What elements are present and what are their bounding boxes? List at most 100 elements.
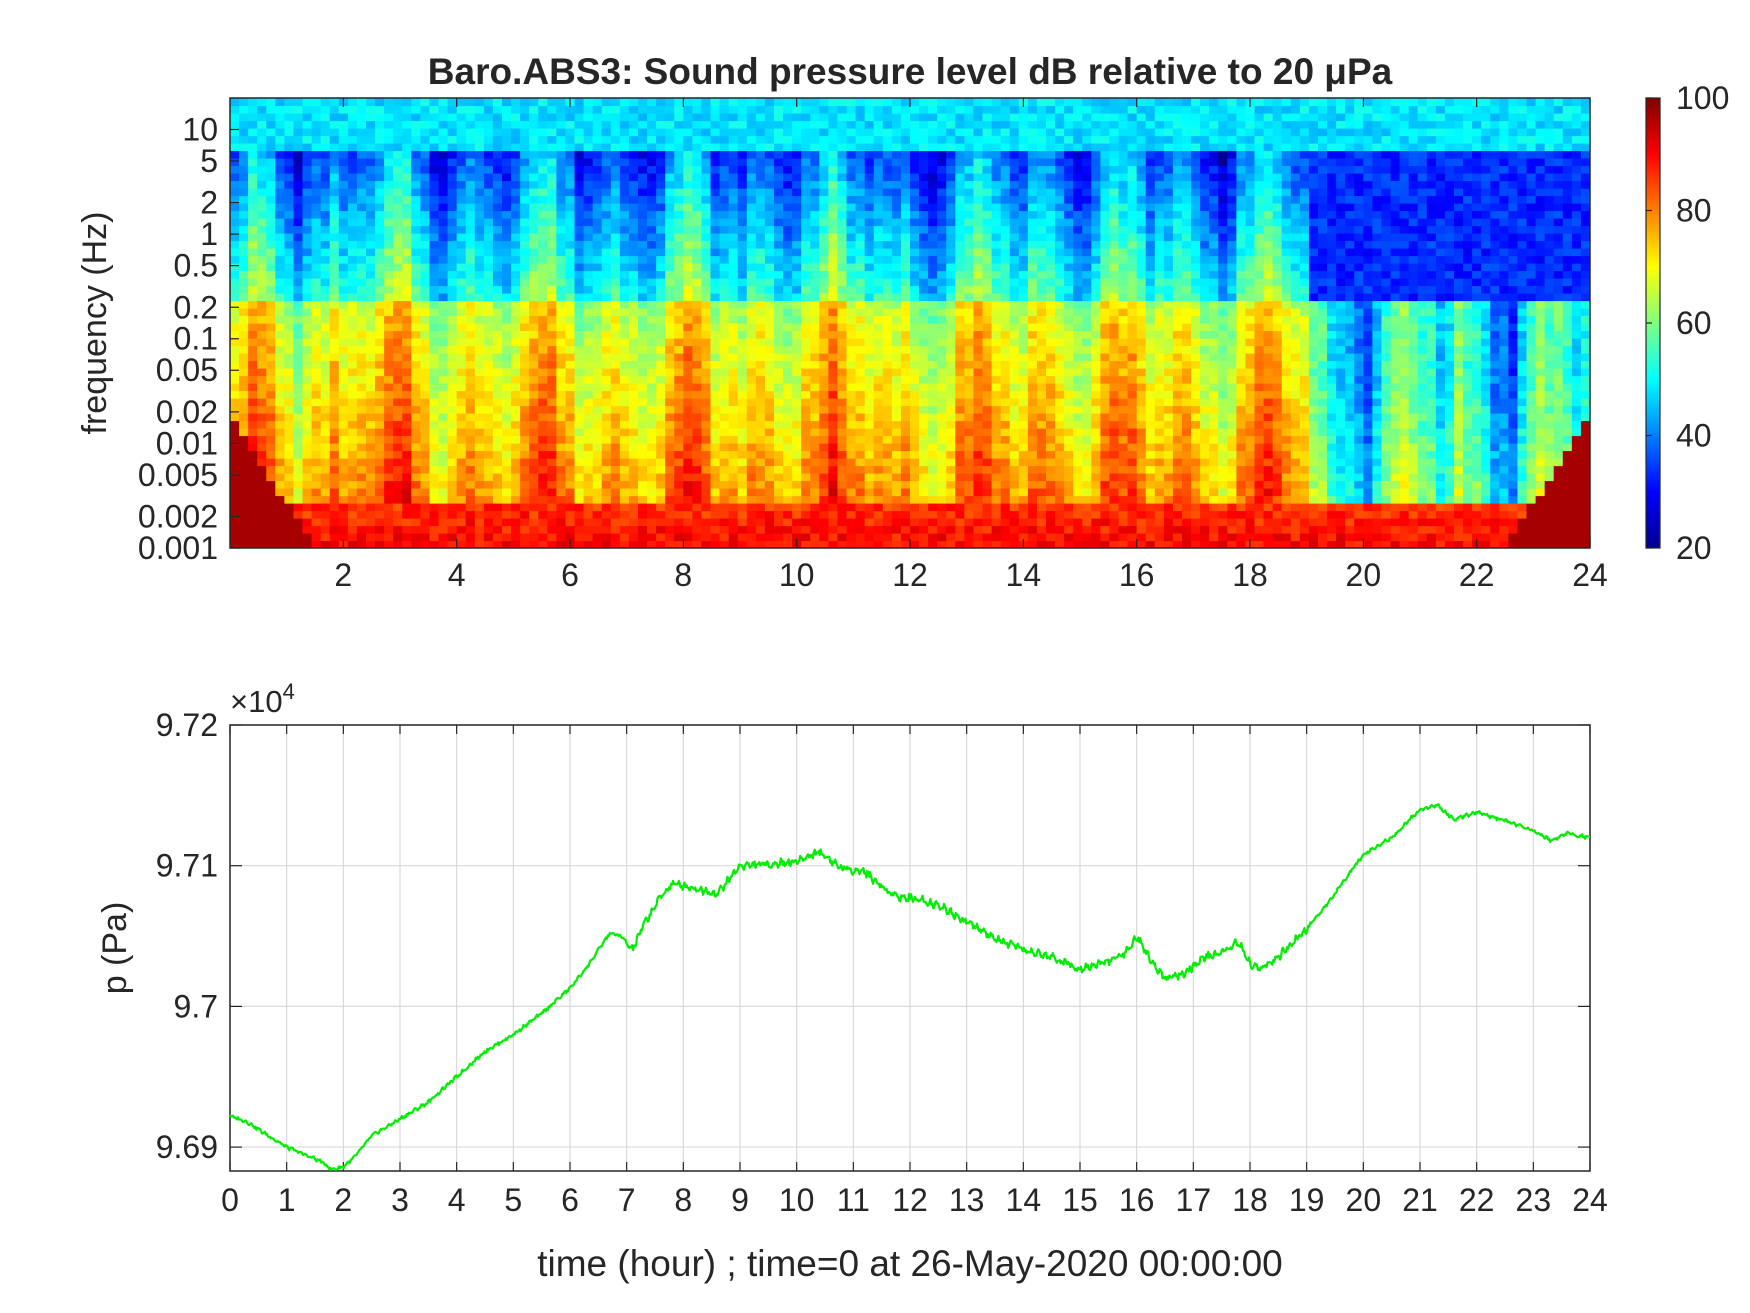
spectrogram-cell	[502, 113, 512, 122]
spectrogram-cell	[347, 503, 358, 512]
spectrogram-cell	[846, 270, 857, 279]
spectrogram-cell	[674, 285, 684, 294]
spectrogram-cell	[511, 248, 521, 257]
spectrogram-cell	[284, 195, 295, 204]
spectrogram-cell	[737, 113, 748, 122]
spectrogram-cell	[429, 255, 440, 264]
spectrogram-cell	[900, 488, 911, 497]
spectrogram-cell	[900, 300, 911, 309]
spectrogram-cell	[338, 503, 349, 512]
spectrogram-cell	[275, 353, 285, 362]
spectrogram-cell	[302, 113, 313, 122]
spectrogram-cell	[230, 443, 240, 452]
spectrogram-cell	[783, 285, 793, 294]
spectrogram-cell	[882, 180, 893, 189]
spectrogram-cell	[683, 218, 693, 227]
spectrogram-cell	[900, 173, 911, 182]
spectrogram-cell	[492, 188, 503, 197]
spectrogram-cell	[239, 315, 249, 324]
spectrogram-cell	[583, 128, 594, 137]
spectrogram-cell	[828, 210, 839, 219]
spectrogram-cell	[311, 450, 322, 459]
spectrogram-cell	[755, 233, 766, 242]
spectrogram-cell	[492, 503, 503, 512]
spectrogram-cell	[774, 233, 784, 242]
spectrogram-cell	[511, 480, 521, 489]
spectrogram-cell	[511, 285, 521, 294]
spectrogram-cell	[257, 338, 267, 347]
spectrogram-cell	[601, 233, 612, 242]
spectrogram-cell	[619, 218, 630, 227]
spectrogram-cell	[701, 278, 712, 287]
spectrogram-cell	[384, 300, 394, 309]
spectrogram-cell	[628, 360, 639, 369]
spectrogram-cell	[937, 263, 947, 272]
spectrogram-cell	[492, 510, 503, 519]
spectrogram-cell	[393, 293, 403, 302]
spectrogram-cell	[538, 285, 548, 294]
spectrogram-cell	[356, 465, 367, 474]
spectrogram-cell	[882, 450, 893, 459]
spectrogram-cell	[792, 428, 802, 437]
spectrogram-cell	[656, 203, 666, 212]
spectrogram-cell	[855, 525, 866, 534]
spectrogram-cell	[429, 263, 440, 272]
spectrogram-cell	[728, 435, 739, 444]
spectrogram-cell	[864, 495, 875, 504]
spectrogram-cell	[647, 240, 657, 249]
spectrogram-cell	[728, 113, 739, 122]
spectrogram-cell	[774, 128, 784, 137]
spectrogram-cell	[302, 278, 313, 287]
spectrogram-cell	[837, 353, 848, 362]
spectrogram-cell	[502, 263, 512, 272]
spectrogram-cell	[574, 368, 585, 377]
spectrogram-cell	[737, 315, 748, 324]
spectrogram-cell	[964, 368, 975, 377]
spectrogram-cell	[492, 285, 503, 294]
spectrogram-cell	[520, 338, 530, 347]
spectrogram-cell	[955, 270, 965, 279]
spectrogram-cell	[502, 518, 512, 527]
spectrogram-cell	[864, 405, 875, 414]
spectrogram-cell	[783, 173, 793, 182]
spectrogram-cell	[474, 345, 485, 354]
spectrogram-cell	[946, 330, 956, 339]
spectrogram-cell	[846, 458, 857, 467]
spectrogram-cell	[393, 128, 403, 137]
spectrogram-cell	[873, 533, 884, 542]
spectrogram-cell	[592, 458, 603, 467]
spectrogram-cell	[356, 188, 367, 197]
spectrogram-cell	[565, 165, 576, 174]
spectrogram-cell	[891, 323, 902, 332]
spectrogram-cell	[483, 368, 494, 377]
spectrogram-cell	[402, 458, 412, 467]
spectrogram-cell	[257, 248, 267, 257]
spectrogram-cell	[755, 345, 766, 354]
spectrogram-cell	[864, 158, 875, 167]
spectrogram-cell	[483, 285, 494, 294]
spectrogram-cell	[338, 405, 349, 414]
spectrogram-cell	[384, 188, 394, 197]
spectrogram-cell	[320, 113, 331, 122]
spectrogram-cell	[556, 353, 567, 362]
spectrogram-cell	[474, 323, 485, 332]
spectrogram-cell	[239, 143, 249, 152]
spectrogram-cell	[257, 240, 267, 249]
spectrogram-cell	[937, 443, 947, 452]
spectrogram-cell	[320, 345, 331, 354]
spectrogram-cell	[474, 405, 485, 414]
spectrogram-cell	[701, 525, 712, 534]
spectrogram-cell	[356, 225, 367, 234]
spectrogram-cell	[855, 488, 866, 497]
spectrogram-cell	[438, 383, 449, 392]
spectrogram-cell	[855, 368, 866, 377]
spectrogram-cell	[710, 443, 721, 452]
spectrogram-cell	[502, 150, 512, 159]
spectrogram-cell	[764, 300, 775, 309]
spectrogram-cell	[293, 188, 304, 197]
spectrogram-cell	[465, 540, 476, 548]
spectrogram-cell	[928, 255, 938, 264]
spectrogram-cell	[402, 135, 412, 144]
spectrogram-cell	[973, 473, 984, 482]
spectrogram-cell	[628, 323, 639, 332]
